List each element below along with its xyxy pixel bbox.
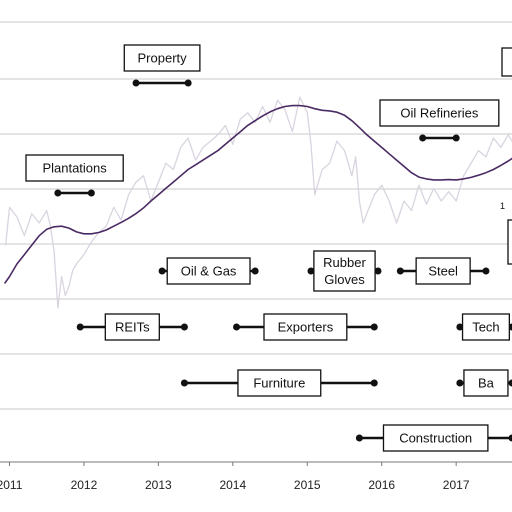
partial-box xyxy=(501,47,512,77)
label-text: REITs xyxy=(115,320,150,335)
period-start-dot xyxy=(158,267,166,275)
x-tick-label: 2013 xyxy=(145,478,172,492)
label-text: Exporters xyxy=(278,320,334,335)
annotation: Tech xyxy=(456,313,512,341)
period-start-dot xyxy=(233,323,241,331)
label-box xyxy=(379,99,500,127)
period-end-dot xyxy=(370,379,378,387)
period-start-dot xyxy=(456,323,464,331)
x-tick-label: 2014 xyxy=(219,478,246,492)
x-axis: 2011 2012 2013 2014 2015 2016 2017 xyxy=(0,461,512,492)
label-box xyxy=(415,257,471,285)
label-box xyxy=(237,369,322,397)
label-box xyxy=(463,369,509,397)
annotation: Construction xyxy=(355,424,512,452)
partial-box xyxy=(507,219,512,265)
label-box xyxy=(382,424,489,452)
x-tick-label: 2012 xyxy=(71,478,98,492)
label-box xyxy=(104,313,160,341)
period-end-dot xyxy=(87,189,95,197)
period-end-dot xyxy=(251,267,259,275)
period-start-dot xyxy=(180,379,188,387)
period-end-dot xyxy=(508,434,512,442)
annotation: Steel xyxy=(396,257,490,285)
period-end-dot xyxy=(184,79,192,87)
label-box xyxy=(461,313,510,341)
x-tick-label: 2015 xyxy=(294,478,321,492)
label-box xyxy=(313,250,376,292)
x-tick-label: 2017 xyxy=(443,478,470,492)
period-end-dot xyxy=(370,323,378,331)
annotation: Furniture xyxy=(180,369,378,397)
label-text: Steel xyxy=(428,264,458,279)
annotation: Oil & Gas xyxy=(158,257,259,285)
period-start-dot xyxy=(76,323,84,331)
annotation: Ba xyxy=(456,369,512,397)
period-end-dot xyxy=(508,379,512,387)
period-end-dot xyxy=(374,267,382,275)
label-box xyxy=(166,257,251,285)
label-text: Plantations xyxy=(42,161,107,176)
label-box xyxy=(123,44,201,72)
annotations: Property Oil Refineries Plantations Oil & G… xyxy=(25,44,512,452)
smoothed-series-line xyxy=(4,104,512,284)
period-start-dot xyxy=(355,434,363,442)
partial-label: 1 xyxy=(500,201,505,211)
label-text: Oil Refineries xyxy=(400,106,479,121)
label-text: Ba xyxy=(478,376,495,391)
raw-series-line xyxy=(5,96,512,309)
period-end-dot xyxy=(180,323,188,331)
label-text: Property xyxy=(138,51,188,66)
label-box xyxy=(25,154,124,182)
annotation: Plantations xyxy=(25,154,124,197)
period-start-dot xyxy=(132,79,140,87)
label-text: Gloves xyxy=(324,272,365,287)
smoothed-series xyxy=(4,104,512,284)
x-tick-label: 2011 xyxy=(0,478,23,492)
annotation: Rubber Gloves xyxy=(307,250,382,292)
annotation: Property xyxy=(123,44,201,87)
period-start-dot xyxy=(54,189,62,197)
label-text: Construction xyxy=(399,431,472,446)
period-start-dot xyxy=(396,267,404,275)
label-text: Oil & Gas xyxy=(181,264,237,279)
period-start-dot xyxy=(419,134,427,142)
x-tick-label: 2016 xyxy=(368,478,395,492)
period-end-dot xyxy=(482,267,490,275)
grid-lines xyxy=(0,21,512,410)
label-text: Tech xyxy=(472,320,499,335)
annotation: REITs xyxy=(76,313,188,341)
label-text: Furniture xyxy=(253,376,305,391)
label-box xyxy=(263,313,348,341)
partial-elements: 1 xyxy=(500,47,512,265)
period-start-dot xyxy=(307,267,315,275)
label-text: Rubber xyxy=(323,255,366,270)
annotation: Exporters xyxy=(233,313,378,341)
period-end-dot xyxy=(452,134,460,142)
raw-series xyxy=(5,96,512,309)
period-start-dot xyxy=(456,379,464,387)
annotation: Oil Refineries xyxy=(379,99,500,142)
